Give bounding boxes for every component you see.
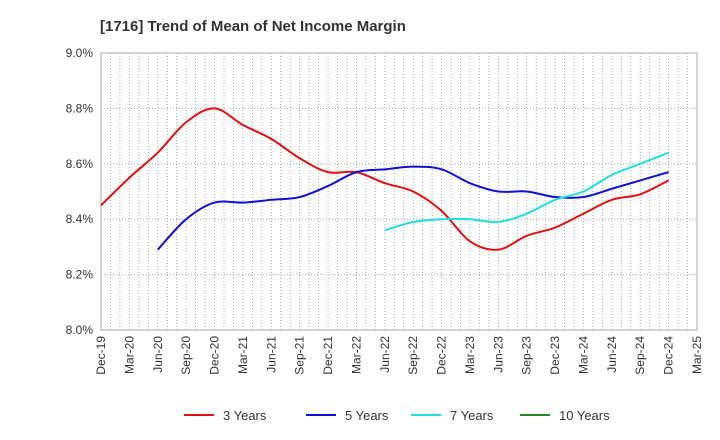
legend: 3 Years 5 Years 7 Years 10 Years [184, 408, 610, 423]
x-tick-label: Mar-23 [463, 336, 477, 374]
y-tick-label: 8.0% [66, 323, 94, 337]
y-tick-label: 9.0% [66, 46, 94, 60]
x-tick-label: Sep-24 [633, 336, 647, 375]
legend-label-3-years: 3 Years [223, 408, 267, 423]
x-tick-label: Dec-19 [94, 336, 108, 375]
y-tick-label: 8.4% [66, 212, 94, 226]
x-tick-label: Jun-23 [491, 336, 505, 373]
x-tick-label: Mar-21 [236, 336, 250, 374]
grid [100, 52, 698, 331]
x-tick-label: Jun-22 [378, 336, 392, 373]
y-tick-label: 8.6% [66, 157, 94, 171]
x-tick-label: Dec-20 [208, 336, 222, 375]
series-line-5-years [157, 165, 669, 251]
y-tick-label: 8.2% [66, 268, 94, 282]
x-tick-label: Sep-23 [520, 336, 534, 375]
y-tick-label: 8.8% [66, 101, 94, 115]
x-tick-label: Mar-22 [349, 336, 363, 374]
x-tick-label: Sep-20 [179, 336, 193, 375]
series-line-3-years [100, 107, 670, 251]
x-tick-label: Mar-25 [690, 336, 704, 374]
x-axis: Dec-19 Mar-20 Jun-20 Sep-20 Dec-20 Mar-21 Jun-… [94, 336, 704, 375]
x-tick-label: Dec-21 [321, 336, 335, 375]
y-axis: 8.0% 8.2% 8.4% 8.6% 8.8% 9.0% [66, 46, 94, 337]
legend-label-5-years: 5 Years [345, 408, 389, 423]
x-tick-label: Mar-20 [122, 336, 136, 374]
legend-label-10-years: 10 Years [559, 408, 610, 423]
series-lines [100, 107, 670, 251]
chart-title: [1716] Trend of Mean of Net Income Margi… [100, 18, 406, 35]
series-line-7-years [384, 151, 669, 232]
x-tick-label: Jun-24 [605, 336, 619, 373]
x-tick-label: Mar-24 [576, 336, 590, 374]
plot-frame [100, 52, 698, 331]
x-tick-label: Sep-21 [293, 336, 307, 375]
x-tick-label: Dec-24 [662, 336, 676, 375]
legend-label-7-years: 7 Years [450, 408, 494, 423]
x-tick-label: Jun-20 [151, 336, 165, 373]
x-tick-label: Jun-21 [264, 336, 278, 373]
x-tick-label: Dec-23 [548, 336, 562, 375]
x-tick-label: Dec-22 [435, 336, 449, 375]
x-tick-label: Sep-22 [406, 336, 420, 375]
